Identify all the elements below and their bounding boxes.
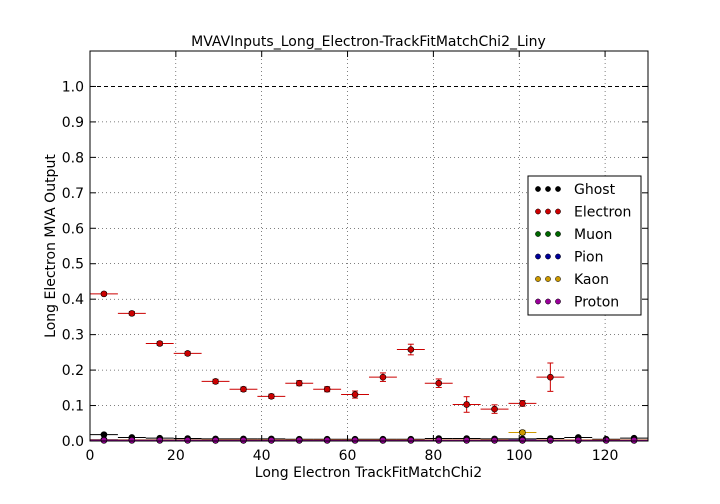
data-point <box>519 429 526 436</box>
legend-label-pion: Pion <box>574 250 603 266</box>
data-point <box>240 436 247 444</box>
legend-marker <box>545 298 551 305</box>
data-point <box>574 436 582 444</box>
y-tick-label: 0.5 <box>62 257 84 273</box>
legend-marker <box>555 276 561 282</box>
legend-marker <box>555 231 561 237</box>
y-tick-label: 1.0 <box>62 79 84 95</box>
legend-box <box>527 175 642 316</box>
data-point <box>268 436 275 444</box>
legend-label-kaon: Kaon <box>574 272 609 288</box>
data-point <box>491 436 498 444</box>
data-point <box>156 340 164 347</box>
x-tick-label: 80 <box>424 448 442 464</box>
y-tick-label: 0.6 <box>62 221 84 237</box>
series-electron <box>90 290 565 414</box>
data-point <box>547 436 554 444</box>
chart-title: MVAVInputs_Long_Electron-TrackFitMatchCh… <box>191 34 546 50</box>
x-tick-label: 0 <box>86 448 95 464</box>
legend-marker <box>535 186 541 192</box>
legend-marker <box>545 276 551 282</box>
legend-marker <box>535 231 541 237</box>
y-tick-label: 0.4 <box>62 292 84 308</box>
data-point <box>351 436 359 444</box>
x-axis-title: Long Electron TrackFitMatchChi2 <box>255 465 482 481</box>
data-point <box>351 391 359 398</box>
data-point <box>295 379 303 387</box>
data-point <box>100 290 108 298</box>
data-point <box>407 436 415 444</box>
data-point <box>407 346 415 353</box>
y-tick-label: 0.9 <box>62 115 84 131</box>
data-point <box>184 350 191 357</box>
legend-marker <box>555 298 561 305</box>
legend-marker <box>535 276 541 282</box>
data-point <box>547 373 554 381</box>
legend-marker <box>535 208 541 215</box>
data-point <box>602 436 610 444</box>
data-point <box>435 379 443 387</box>
y-tick-label: 0.0 <box>62 434 84 450</box>
legend-marker <box>545 208 551 215</box>
data-point <box>212 378 219 385</box>
legend-marker <box>555 208 561 215</box>
legend: Ghost Electron Muon Pion Kaon Proton <box>527 175 642 316</box>
legend-marker <box>555 186 561 192</box>
y-axis-title: Long Electron MVA Output <box>43 154 59 338</box>
data-point <box>379 373 387 381</box>
data-point <box>128 436 136 444</box>
data-point <box>519 400 526 407</box>
y-tick-label: 0.2 <box>62 363 84 379</box>
data-point <box>463 436 470 444</box>
data-point <box>491 405 498 413</box>
data-point <box>128 310 136 317</box>
data-point <box>435 436 443 444</box>
legend-marker <box>535 253 541 260</box>
axes-frame <box>89 50 649 442</box>
legend-label-electron: Electron <box>574 205 631 221</box>
data-point <box>212 436 219 444</box>
x-tick-label: 20 <box>167 448 185 464</box>
legend-marker <box>555 253 561 260</box>
legend-marker <box>545 186 551 192</box>
legend-marker <box>535 298 541 305</box>
data-point <box>630 436 638 444</box>
legend-label-ghost: Ghost <box>574 182 616 198</box>
legend-label-muon: Muon <box>574 227 612 243</box>
legend-marker <box>545 253 551 260</box>
x-tick-label: 40 <box>253 448 271 464</box>
data-point <box>519 436 526 444</box>
data-point <box>323 385 331 393</box>
data-point <box>379 436 387 444</box>
x-tick-label: 120 <box>592 448 619 464</box>
y-tick-label: 0.7 <box>62 186 84 202</box>
y-tick-label: 0.3 <box>62 328 84 344</box>
legend-marker <box>545 231 551 237</box>
data-point <box>240 385 247 393</box>
x-tick-label: 100 <box>506 448 533 464</box>
legend-label-proton: Proton <box>574 295 619 311</box>
y-tick-label: 0.8 <box>62 150 84 166</box>
data-point <box>156 436 164 444</box>
data-point <box>323 436 331 444</box>
data-point <box>184 436 191 444</box>
y-tick-label: 0.1 <box>62 399 84 415</box>
data-point <box>463 401 470 408</box>
data-point <box>100 436 108 444</box>
data-point <box>295 436 303 444</box>
x-tick-label: 60 <box>339 448 357 464</box>
data-point <box>268 393 275 400</box>
